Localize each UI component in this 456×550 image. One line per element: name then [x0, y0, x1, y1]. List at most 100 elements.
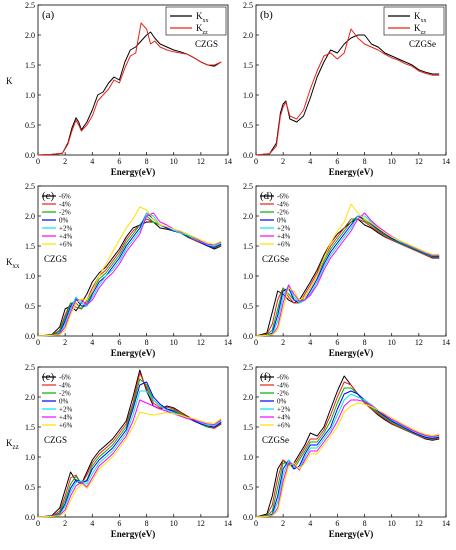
legend-label: -4%	[59, 382, 71, 390]
legend-label: +2%	[59, 406, 72, 414]
y-tick-label: 1.0	[25, 91, 35, 100]
series-line-Kzz	[37, 22, 222, 156]
y-tick-label: 2.5	[25, 1, 35, 10]
panel-a: 0 2 4 6 8 10 12 140.00.51.01.52.02.5(a)CZGSKxxK…	[6, 1, 232, 177]
x-tick-label: 14	[224, 157, 232, 166]
x-tick-label: 10	[170, 519, 178, 528]
y-tick-label: 1.5	[25, 423, 35, 432]
x-tick-label: 2	[63, 519, 67, 528]
plot-frame	[255, 366, 447, 518]
x-tick-label: 10	[388, 519, 396, 528]
legend-label: 0%	[59, 398, 69, 406]
plot-frame	[255, 185, 447, 337]
y-tick-label: 2.0	[243, 212, 253, 221]
material-label: CZGSe	[262, 435, 289, 445]
legend-label: +4%	[277, 414, 290, 422]
y-tick-label: 1.5	[243, 423, 253, 432]
panel-b: 0 2 4 6 8 10 12 140.00.51.01.52.02.5(b)CZGSeKxx…	[243, 1, 450, 177]
x-tick-label: 0	[254, 519, 258, 528]
panel-e: 0 2 4 6 8 10 12 140.00.51.01.52.02.5(e)CZGS-6%-…	[6, 363, 232, 539]
x-tick-label: 6	[117, 157, 121, 166]
y-tick-label: 1.0	[25, 453, 35, 462]
x-tick-label: 12	[415, 338, 423, 347]
legend-label: +6%	[277, 241, 290, 249]
x-tick-label: 10	[388, 338, 396, 347]
x-tick-label: 10	[170, 338, 178, 347]
legend-label: +6%	[277, 422, 290, 430]
legend-label: -2%	[59, 209, 71, 217]
x-axis-label: Energy(eV)	[111, 529, 156, 539]
y-tick-label: 2.0	[25, 31, 35, 40]
x-tick-label: 14	[224, 338, 232, 347]
series-line-Kxx	[255, 34, 440, 156]
y-tick-label: 1.5	[25, 242, 35, 251]
series-line-6	[255, 402, 440, 518]
x-tick-label: 6	[117, 519, 121, 528]
legend-label: 0%	[59, 217, 69, 225]
y-axis-label: Kxx	[6, 257, 20, 270]
x-tick-label: 4	[308, 338, 312, 347]
legend-label: +4%	[277, 233, 290, 241]
legend-label: -2%	[59, 390, 71, 398]
x-tick-label: 8	[145, 338, 149, 347]
x-tick-label: 2	[63, 157, 67, 166]
x-tick-label: 14	[442, 519, 450, 528]
x-axis-label: Energy(eV)	[329, 167, 374, 177]
legend-box	[383, 6, 445, 36]
material-label: CZGS	[44, 435, 67, 445]
x-tick-label: 10	[388, 157, 396, 166]
x-tick-label: 14	[442, 157, 450, 166]
series-line-4	[255, 212, 440, 337]
x-axis-label: Energy(eV)	[111, 167, 156, 177]
x-tick-label: 14	[224, 519, 232, 528]
y-tick-label: 0.5	[243, 302, 253, 311]
x-tick-label: 6	[335, 157, 339, 166]
x-tick-label: 2	[63, 338, 67, 347]
x-tick-label: 6	[117, 338, 121, 347]
y-tick-label: 0.5	[25, 483, 35, 492]
y-tick-label: 1.0	[243, 453, 253, 462]
legend-label: -6%	[277, 374, 289, 382]
x-tick-label: 8	[145, 519, 149, 528]
y-tick-label: 2.5	[243, 182, 253, 191]
legend-label: +4%	[59, 414, 72, 422]
y-tick-label: 1.0	[243, 91, 253, 100]
x-axis-label: Energy(eV)	[111, 348, 156, 358]
y-tick-label: 0.0	[25, 513, 35, 522]
x-tick-label: 6	[335, 338, 339, 347]
x-tick-label: 12	[415, 519, 423, 528]
y-tick-label: 1.5	[25, 61, 35, 70]
material-label: CZGSe	[409, 39, 436, 49]
y-tick-label: 1.5	[243, 242, 253, 251]
series-line-0	[255, 390, 440, 518]
y-axis-label: K	[6, 76, 13, 86]
y-axis-label: Kzz	[6, 438, 19, 451]
series-line-4	[255, 399, 440, 518]
y-tick-label: 2.0	[25, 393, 35, 402]
y-tick-label: 0.5	[243, 121, 253, 130]
x-tick-label: 4	[90, 519, 94, 528]
x-tick-label: 8	[363, 157, 367, 166]
x-tick-label: 0	[36, 338, 40, 347]
y-tick-label: 1.5	[243, 61, 253, 70]
x-tick-label: 12	[197, 157, 205, 166]
legend-label: -2%	[277, 390, 289, 398]
legend-label: -4%	[277, 201, 289, 209]
x-tick-label: 0	[254, 157, 258, 166]
series-line-6	[37, 206, 222, 337]
y-tick-label: 2.0	[243, 393, 253, 402]
x-tick-label: 8	[363, 338, 367, 347]
x-tick-label: 0	[254, 338, 258, 347]
x-tick-label: 0	[36, 157, 40, 166]
x-tick-label: 6	[335, 519, 339, 528]
legend-label: +2%	[59, 225, 72, 233]
y-tick-label: 0.5	[25, 121, 35, 130]
x-tick-label: 12	[197, 519, 205, 528]
x-tick-label: 0	[36, 519, 40, 528]
panel-d: 0 2 4 6 8 10 12 140.00.51.01.52.02.5(d)CZGSe-6%…	[243, 182, 450, 358]
legend-label: -6%	[59, 374, 71, 382]
y-tick-label: 0.0	[243, 151, 253, 160]
x-axis-label: Energy(eV)	[329, 529, 374, 539]
x-axis-label: Energy(eV)	[329, 348, 374, 358]
x-tick-label: 2	[281, 157, 285, 166]
